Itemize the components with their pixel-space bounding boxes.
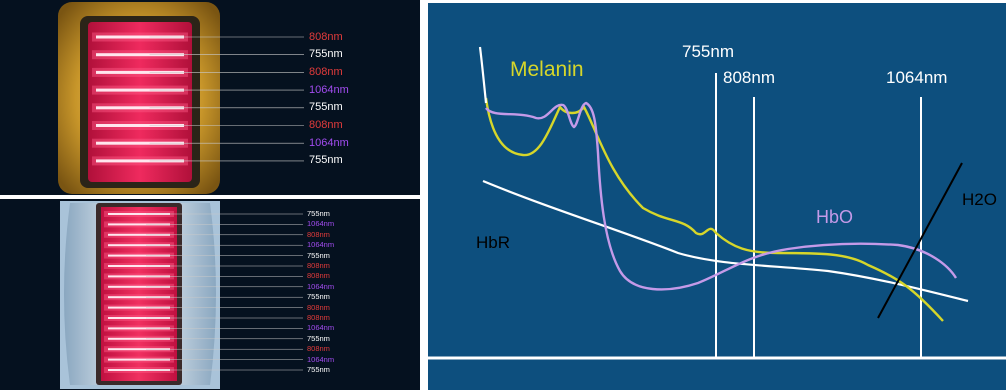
hbr-curve <box>482 179 969 303</box>
handpiece-bottom-illustration <box>60 201 303 389</box>
laser-window <box>101 207 177 381</box>
wavelength-label: 755nm <box>307 365 330 374</box>
wavelength-label: 755nm <box>309 101 343 114</box>
wavelength-label: 808nm <box>307 271 330 281</box>
melanin-label: Melanin <box>510 58 584 81</box>
laser-bar <box>108 285 170 288</box>
label-leader-lines <box>146 213 303 371</box>
wavelength-label: 755nm <box>307 209 330 218</box>
wavelength-label: 1064nm <box>309 83 349 96</box>
wavelength-label: 755nm <box>307 292 330 302</box>
laser-handpiece-bottom-photo: 755nm 1064nm 808nm 1064nm 755nm 808nm 808nm 106… <box>0 199 420 390</box>
wavelength-label: 755nm <box>307 333 330 343</box>
laser-bar <box>108 265 170 267</box>
laser-bar <box>108 306 170 309</box>
laser-bar <box>108 244 170 247</box>
wavelength-label: 1064nm <box>309 136 349 149</box>
laser-bar <box>108 254 170 257</box>
wavelength-label: 755nm <box>309 154 343 167</box>
absorption-spectrum-diagram: Melanin 755nm 808nm 1064nm HbR HbO H2O <box>428 3 1006 390</box>
laser-bar <box>96 88 184 92</box>
laser-bar <box>108 317 170 319</box>
wavelength-label: 808nm <box>309 30 343 43</box>
h2o-curve <box>877 162 963 319</box>
laser-bar <box>108 223 170 226</box>
laser-bar <box>96 70 184 74</box>
laser-bar <box>108 296 170 299</box>
wavelength-label: 808nm <box>309 119 343 131</box>
laser-handpiece-top-photo: 808nm 755nm 808nm 1064nm 755nm 808nm 1064nm 755… <box>0 0 420 195</box>
handpiece-top-illustration <box>58 2 304 194</box>
wavelength-label: 1064nm <box>307 219 335 229</box>
wavelength-label: 808nm <box>307 313 330 322</box>
laser-bar <box>108 348 170 351</box>
wavelength-label: 1064nm <box>307 354 335 364</box>
wavelength-label: 1064nm <box>307 240 335 250</box>
laser-bar <box>108 337 170 340</box>
laser-bar <box>96 35 184 39</box>
laser-bar <box>96 124 184 127</box>
laser-bar <box>108 327 170 330</box>
wavelength-label: 1064nm <box>307 281 335 291</box>
melanin-curve <box>484 97 944 322</box>
wavelength-label: 808nm <box>309 65 343 78</box>
laser-bar-stack <box>104 211 174 373</box>
wavelength-label: 808nm <box>307 344 330 354</box>
hbo-label: HbO <box>816 207 854 227</box>
wavelength-label: 808nm <box>307 261 330 270</box>
wavelength-label: 808nm <box>307 302 330 312</box>
laser-bar <box>96 53 184 57</box>
laser-bar <box>108 369 170 371</box>
laser-bar <box>108 275 170 278</box>
wavelength-label-1064: 1064nm <box>886 68 948 87</box>
absorption-curves <box>428 46 1006 360</box>
wavelength-label: 808nm <box>307 229 330 239</box>
label-leader-lines <box>149 36 304 162</box>
hbo-curve <box>485 101 958 291</box>
wavelength-label-808: 808nm <box>723 68 775 87</box>
laser-bar <box>108 213 170 215</box>
laser-bar <box>96 141 184 145</box>
wavelength-label: 755nm <box>307 250 330 260</box>
hbr-label: HbR <box>476 233 511 252</box>
laser-bar <box>108 233 170 236</box>
wavelength-label: 1064nm <box>307 323 335 333</box>
h2o-label: H2O <box>962 190 997 209</box>
laser-bar <box>96 106 184 110</box>
melanin-white-start <box>478 46 488 104</box>
laser-bar <box>96 159 184 163</box>
laser-bar <box>108 358 170 361</box>
laser-bar-stack <box>92 32 188 166</box>
wavelength-label-755: 755nm <box>682 42 734 61</box>
wavelength-label: 755nm <box>309 48 343 61</box>
